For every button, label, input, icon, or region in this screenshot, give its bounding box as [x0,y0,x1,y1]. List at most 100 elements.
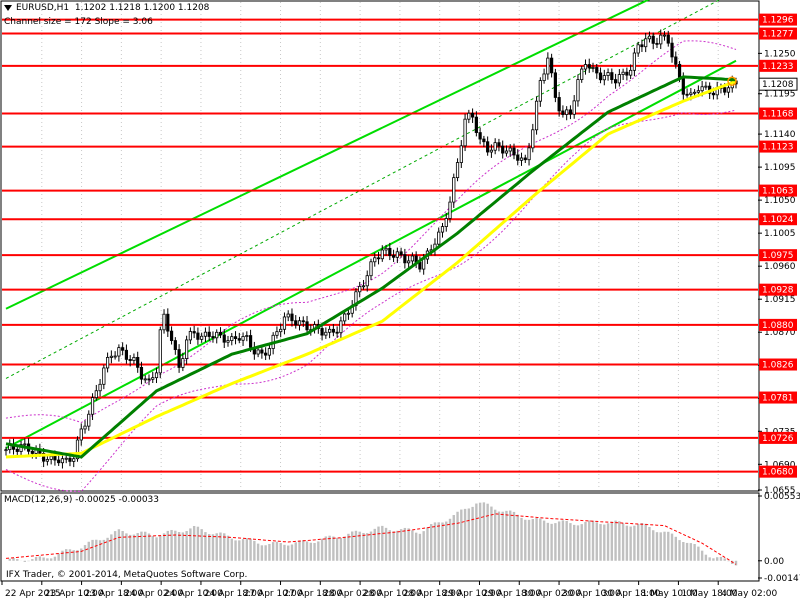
candle-body [173,340,177,350]
y-tick-label: 1.1050 [764,196,796,206]
candle-body [75,439,80,460]
current-price-marker [727,76,737,87]
candle-body [380,249,384,260]
price-level-tag-label: 1.1063 [762,187,794,197]
candle-body [636,44,640,54]
y-tick-label: 1.1140 [764,130,796,140]
price-level-tag [759,140,797,153]
candle-body [602,75,606,81]
candle-body [410,255,414,262]
price-level-tag [759,431,797,444]
candle-body [346,312,351,315]
price-level-tag [759,184,797,197]
candle-body [470,112,475,118]
candle-body [328,328,332,333]
x-tick-label: 28 Apr 02:00 [323,589,382,599]
candle-body [83,425,87,430]
candle-body [519,157,524,161]
candle-body [166,313,170,332]
candle-body [391,255,396,258]
candle-body [459,145,463,163]
x-tick-label: 1 May 18:00 [681,589,737,599]
candle-body [237,338,241,341]
candle-body [279,328,283,333]
x-tick-label: 22 Apr 2015 [5,589,61,599]
candle-body [373,257,377,263]
y-tick-label: 1.1250 [764,49,796,59]
candle-body [606,72,610,76]
candle-body [565,109,569,115]
moving-averages [5,75,737,459]
candle-body [621,71,625,75]
candle-body [151,377,155,380]
candle-body [90,397,95,415]
candle-body [72,458,76,462]
candle-body [489,149,494,153]
candle-body [124,349,129,360]
price-level-tag-label: 1.1123 [762,143,794,153]
price-level-tag-label: 1.0880 [762,321,794,331]
candle-body [580,68,584,80]
candle-body [128,358,132,361]
candle-body [169,330,174,341]
candle-body [376,257,381,260]
candle-body [158,329,162,374]
y-tick-label: 1.0915 [764,295,796,305]
candle-body [335,331,339,334]
x-tick-label: 28 Apr 18:00 [403,589,462,599]
candle-body [497,142,501,147]
candle-body [297,320,302,326]
candle-body [467,112,471,120]
candle-body [143,378,147,381]
price-level-tag [759,213,797,226]
candle-body [591,67,595,69]
candle-body [482,138,486,143]
candle-body [324,331,328,336]
candle-body [399,251,403,256]
candle-body [358,285,362,293]
candle-body [361,285,366,288]
candle-body [369,261,373,277]
candle-body [523,157,527,161]
candle-body [576,79,580,102]
x-tick-label: 23 Apr 10:00 [45,589,104,599]
candle-body [610,72,614,80]
candle-body [403,254,407,264]
candle-body [723,87,727,93]
y-tick-label: 1.1005 [764,229,796,239]
price-level-tag-label: 1.1296 [762,16,794,26]
candle-body [87,413,91,427]
candle-body [200,335,204,340]
candle-body [512,147,516,156]
candle-body [444,218,448,227]
candle-body [651,35,655,44]
candle-body [245,335,249,337]
candle-body [94,390,98,399]
price-level-tag [759,27,797,40]
candle-body [60,458,65,464]
candle-body [162,313,166,331]
candle-body [553,72,557,98]
price-level-tag-label: 1.0680 [762,468,794,478]
x-tick-label: 24 Apr 10:00 [164,589,223,599]
candle-body [23,443,27,446]
candle-body [726,87,731,93]
x-tick-label: 28 Apr 10:00 [363,589,422,599]
candle-body [215,331,219,339]
candle-body [181,358,185,368]
channel-info: Channel size = 172 Slope = 3.06 [4,17,153,27]
candle-body [711,92,716,96]
candle-body [474,116,478,133]
candle-body [666,34,670,44]
price-level-tag-label: 1.0928 [762,286,794,296]
candle-body [659,34,663,45]
ma-fast-line [5,75,737,459]
dropdown-triangle-icon[interactable] [4,4,12,11]
price-level-tag [759,391,797,404]
candle-body [516,154,520,161]
x-tick-label: 30 Apr 18:00 [602,589,661,599]
candle-body [53,455,57,461]
candle-body [185,339,189,359]
